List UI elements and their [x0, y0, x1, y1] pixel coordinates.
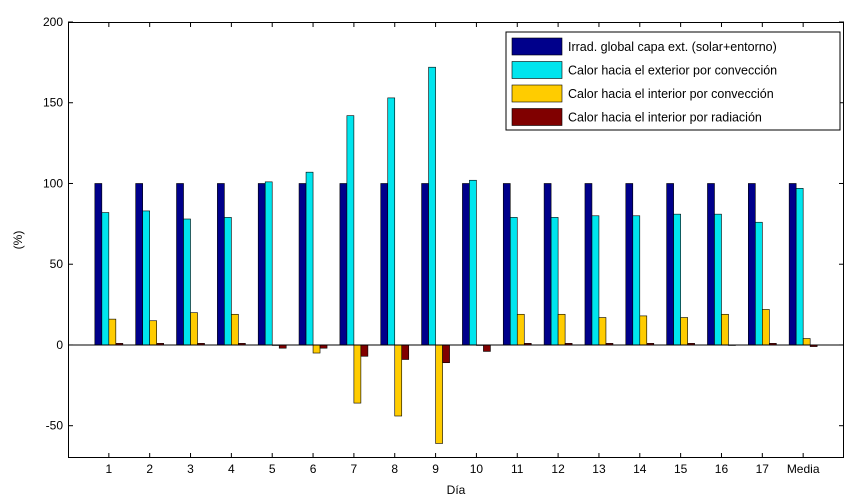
- x-tick-label: 9: [432, 462, 439, 476]
- bar-s2-3: [183, 218, 191, 346]
- bar-s1-15: [666, 183, 674, 346]
- bar-s1-14: [625, 183, 634, 346]
- x-tick-label: 17: [756, 462, 770, 476]
- bar-s3-14: [639, 315, 648, 346]
- bar-s1-12: [543, 183, 552, 346]
- x-tick-label: 14: [633, 462, 647, 476]
- bar-s2-15: [673, 213, 681, 346]
- bar-s1-10: [462, 183, 470, 346]
- bar-s3-13: [598, 317, 607, 346]
- bar-s2-4: [224, 217, 232, 346]
- legend-swatch-3: [511, 84, 563, 103]
- x-tick-label: 12: [551, 462, 565, 476]
- x-tick-label: 7: [351, 462, 358, 476]
- bar-s3-Media: [802, 338, 811, 346]
- y-tick-label: 100: [43, 176, 63, 190]
- bar-s2-Media: [795, 188, 804, 346]
- bar-s2-8: [387, 97, 396, 346]
- bar-s1-11: [502, 183, 511, 346]
- legend-swatch-1: [511, 37, 563, 56]
- bar-s2-13: [591, 215, 600, 346]
- x-tick-label: 15: [674, 462, 688, 476]
- bar-s3-16: [721, 313, 729, 346]
- bar-s3-15: [680, 317, 688, 346]
- bar-s1-17: [748, 183, 756, 346]
- bar-s3-2: [149, 320, 157, 346]
- bar-s3-6: [312, 344, 321, 354]
- x-axis-label: Día: [447, 483, 466, 497]
- legend: Irrad. global capa ext. (solar+entorno) C…: [505, 31, 841, 131]
- bar-s3-11: [516, 313, 525, 346]
- x-tick-label: 16: [715, 462, 729, 476]
- bar-s2-11: [509, 217, 518, 346]
- bar-s1-4: [217, 183, 225, 346]
- x-tick-label: 4: [228, 462, 235, 476]
- bar-s2-5: [264, 181, 273, 346]
- bar-s3-9: [435, 344, 443, 444]
- bar-s1-2: [135, 183, 143, 346]
- bar-s2-17: [755, 221, 763, 346]
- bar-s1-Media: [788, 183, 797, 346]
- y-tick-label: 150: [43, 96, 63, 110]
- legend-label-3: Calor hacia el interior por convección: [568, 87, 774, 101]
- y-tick-label: 200: [43, 15, 63, 29]
- legend-swatch-4: [511, 108, 563, 126]
- x-tick-label: 10: [470, 462, 484, 476]
- bar-s3-3: [190, 312, 198, 346]
- x-tick-label: Media: [787, 462, 820, 476]
- bar-s4-7: [360, 344, 369, 357]
- x-tick-label: 11: [511, 462, 524, 476]
- bar-s3-1: [108, 318, 117, 346]
- bar-s3-17: [762, 309, 770, 346]
- bar-s2-7: [346, 115, 355, 346]
- bar-s2-9: [428, 66, 436, 346]
- bar-s2-10: [469, 179, 477, 346]
- bar-s3-12: [557, 313, 566, 346]
- legend-label-4: Calor hacia el interior por radiación: [568, 111, 762, 125]
- x-tick-label: 13: [592, 462, 606, 476]
- bar-s1-16: [707, 183, 715, 346]
- bar-s1-7: [339, 183, 348, 346]
- bar-s1-3: [176, 183, 184, 346]
- x-tick-label: 8: [391, 462, 398, 476]
- x-tick-label: 3: [187, 462, 194, 476]
- bar-s3-8: [394, 344, 403, 417]
- bar-s1-13: [584, 183, 593, 346]
- bar-s3-4: [231, 313, 239, 346]
- x-tick-label: 5: [269, 462, 276, 476]
- legend-swatch-2: [511, 61, 563, 79]
- y-axis-label: (%): [11, 231, 25, 250]
- bar-s2-16: [714, 213, 722, 346]
- x-tick-label: 1: [105, 462, 112, 476]
- bar-s2-6: [305, 171, 314, 346]
- bar-s1-5: [257, 183, 266, 346]
- bar-s2-2: [142, 210, 150, 346]
- y-tick-label: 50: [50, 257, 64, 271]
- bar-s4-10: [483, 344, 491, 352]
- bar-s1-8: [380, 183, 389, 346]
- bar-s4-9: [442, 344, 450, 364]
- legend-label-2: Calor hacia el exterior por convección: [568, 64, 777, 78]
- bar-s2-1: [101, 212, 110, 346]
- bar-s1-6: [298, 183, 307, 346]
- bar-s2-12: [550, 217, 559, 346]
- bar-s4-8: [401, 344, 410, 360]
- bar-s2-14: [632, 215, 641, 346]
- bar-s1-1: [94, 183, 103, 346]
- legend-label-1: Irrad. global capa ext. (solar+entorno): [568, 40, 777, 54]
- bar-s1-9: [421, 183, 429, 346]
- x-tick-label: 2: [146, 462, 153, 476]
- y-tick-label: -50: [46, 419, 64, 433]
- bar-s3-7: [353, 344, 362, 404]
- y-tick-label: 0: [56, 338, 63, 352]
- x-tick-label: 6: [310, 462, 317, 476]
